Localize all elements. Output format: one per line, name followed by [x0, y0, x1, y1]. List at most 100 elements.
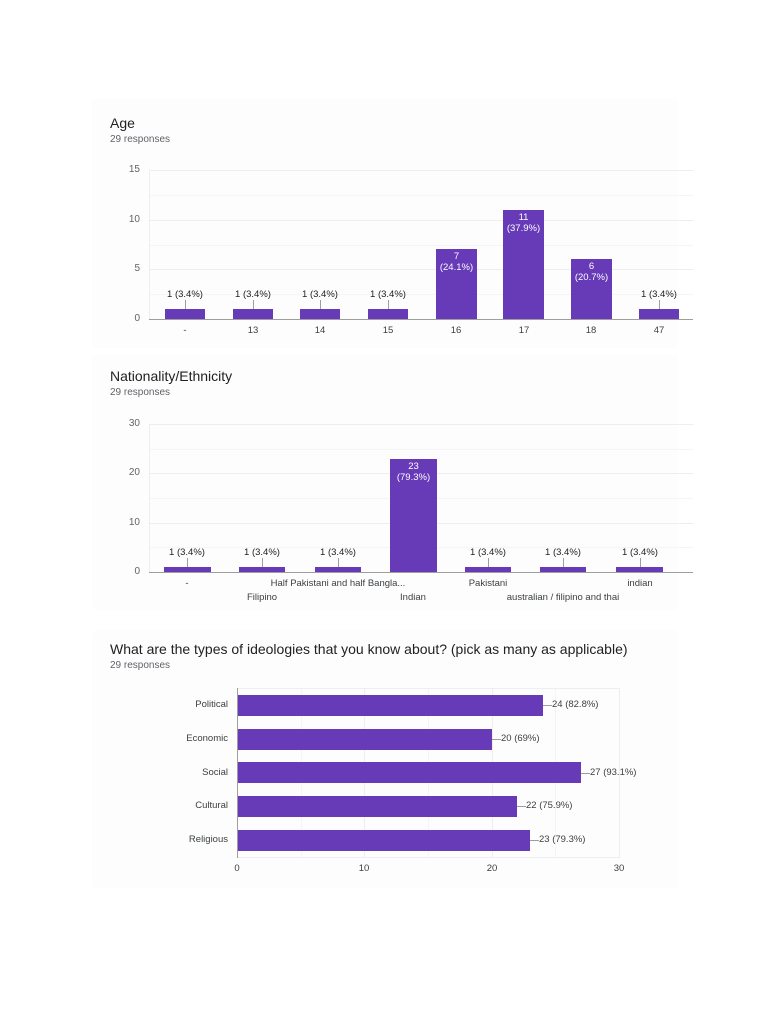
label-leader	[185, 300, 186, 309]
label-leader	[320, 300, 321, 309]
bar	[238, 796, 517, 817]
x-tick-label: 30	[613, 863, 625, 874]
bar	[239, 567, 285, 572]
label-leader	[640, 558, 641, 567]
bar	[368, 309, 408, 319]
bar	[436, 249, 477, 319]
bar	[300, 309, 340, 319]
age-chart-responses: 29 responses	[110, 134, 171, 145]
bar	[233, 309, 273, 319]
gridline	[149, 449, 693, 450]
bar-value-label: 1 (3.4%)	[244, 547, 280, 558]
x-axis-line	[149, 572, 693, 573]
x-tick-label: 15	[382, 325, 394, 336]
x-tick-label: 13	[247, 325, 259, 336]
ideologies-chart-title: What are the types of ideologies that yo…	[110, 641, 628, 657]
gridline	[149, 424, 693, 425]
gridline	[149, 170, 693, 171]
bar	[238, 695, 543, 716]
gridline	[237, 688, 619, 689]
bar	[164, 567, 211, 572]
plot-left-border	[149, 424, 150, 572]
bar	[315, 567, 361, 572]
bar	[503, 210, 544, 319]
label-leader	[492, 739, 501, 740]
label-leader	[338, 558, 339, 567]
y-category-label: Economic	[186, 733, 228, 744]
x-tick-label: 18	[585, 325, 597, 336]
x-tick-label: Half Pakistani and half Bangla...	[270, 578, 406, 589]
bar-value-label: 6	[588, 261, 595, 272]
bar-value-label: (37.9%)	[506, 223, 541, 234]
bar-value-label: 1 (3.4%)	[370, 289, 406, 300]
nationality-chart-responses: 29 responses	[110, 387, 171, 398]
bar	[540, 567, 586, 572]
bar-value-label: 22 (75.9%)	[526, 800, 573, 811]
bar-value-label: (24.1%)	[439, 262, 474, 273]
bar-value-label: 1 (3.4%)	[622, 547, 658, 558]
label-leader	[563, 558, 564, 567]
label-leader	[253, 300, 254, 309]
y-category-label: Social	[202, 767, 228, 778]
bar	[639, 309, 679, 319]
bar-value-label: 11	[518, 212, 529, 223]
x-axis-line	[149, 319, 693, 320]
x-tick-label: Pakistani	[468, 578, 508, 589]
x-tick-label: 16	[450, 325, 462, 336]
bar-value-label: 27 (93.1%)	[590, 767, 637, 778]
nationality-ytick: 20	[128, 467, 140, 478]
bar	[390, 459, 437, 572]
x-tick-label: 47	[653, 325, 665, 336]
x-tick-label: 20	[486, 863, 498, 874]
bar	[238, 830, 530, 851]
bar	[571, 259, 612, 319]
label-leader	[581, 773, 590, 774]
bar-value-label: (79.3%)	[396, 472, 431, 483]
bar-value-label: (20.7%)	[574, 272, 609, 283]
age-ytick: 0	[134, 313, 140, 324]
y-axis-line	[237, 688, 238, 858]
bar	[238, 762, 581, 783]
x-tick-label: -	[185, 578, 189, 589]
bar	[616, 567, 663, 572]
bar-value-label: 23	[408, 461, 419, 472]
nationality-ytick: 0	[134, 566, 140, 577]
label-leader	[262, 558, 263, 567]
gridline	[149, 220, 693, 221]
bar	[165, 309, 205, 319]
bar-value-label: 1 (3.4%)	[320, 547, 356, 558]
label-leader	[388, 300, 389, 309]
x-tick-label: australian / filipino and thai	[506, 592, 620, 603]
bar	[238, 729, 492, 750]
gridline	[149, 294, 693, 295]
x-tick-label: indian	[627, 578, 653, 589]
label-leader	[517, 806, 526, 807]
label-leader	[187, 558, 188, 567]
gridline	[149, 269, 693, 270]
bar-value-label: 1 (3.4%)	[235, 289, 271, 300]
bar-value-label: 24 (82.8%)	[552, 699, 599, 710]
gridline	[619, 688, 620, 858]
x-tick-label: 10	[358, 863, 370, 874]
age-ytick: 10	[128, 214, 140, 225]
bar-value-label: 1 (3.4%)	[470, 547, 506, 558]
y-category-label: Cultural	[195, 800, 228, 811]
x-tick-label: Filipino	[246, 592, 278, 603]
label-leader	[659, 300, 660, 309]
bar	[465, 567, 511, 572]
gridline	[149, 245, 693, 246]
bar-value-label: 7	[453, 251, 460, 262]
gridline	[237, 857, 619, 858]
y-category-label: Political	[195, 699, 228, 710]
age-ytick: 5	[134, 263, 140, 274]
bar-value-label: 1 (3.4%)	[167, 289, 203, 300]
bar-value-label: 20 (69%)	[501, 733, 540, 744]
age-ytick: 15	[128, 164, 140, 175]
bar-value-label: 23 (79.3%)	[539, 834, 586, 845]
x-tick-label: 14	[314, 325, 326, 336]
x-tick-label: -	[183, 325, 187, 336]
age-chart-title: Age	[110, 115, 135, 131]
plot-left-border	[149, 170, 150, 319]
bar-value-label: 1 (3.4%)	[169, 547, 205, 558]
nationality-ytick: 10	[128, 517, 140, 528]
